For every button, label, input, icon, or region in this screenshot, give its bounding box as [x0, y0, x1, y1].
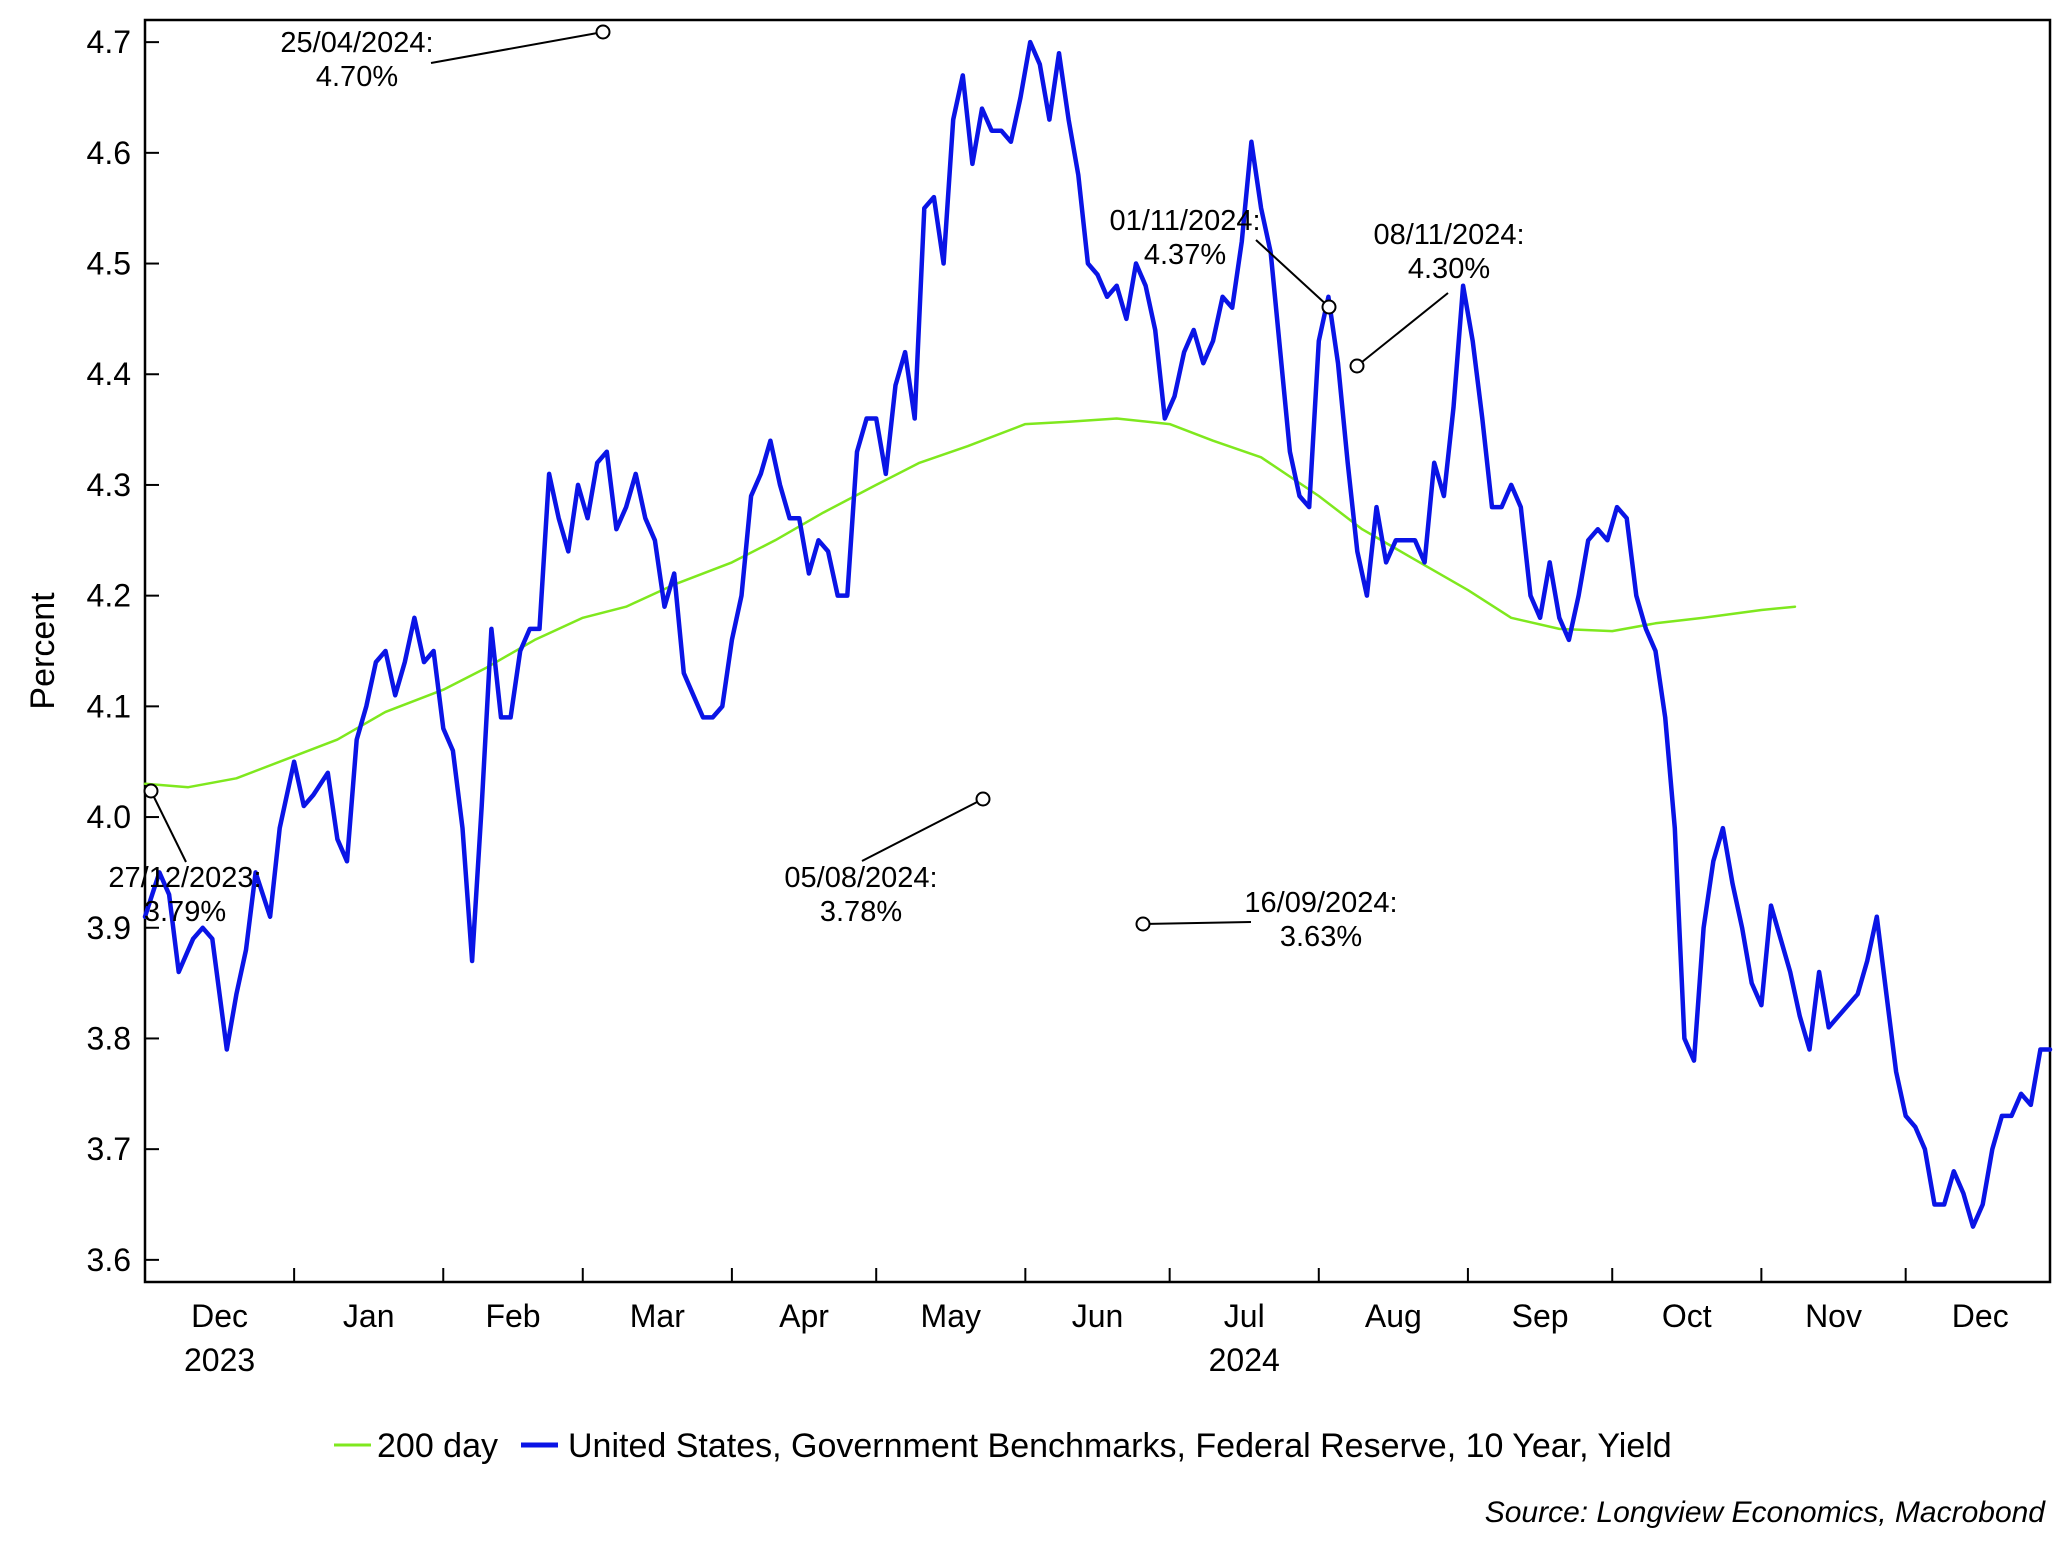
y-tick-label: 4.5 [87, 246, 131, 282]
legend: 200 day United States, Government Benchma… [334, 1427, 1672, 1465]
annotation-leader [150, 790, 187, 863]
annotation-marker [1349, 358, 1365, 374]
annotation-date: 25/04/2024: [280, 27, 433, 59]
annotation-marker [595, 24, 611, 40]
year-label-2023: 2023 [184, 1342, 255, 1378]
x-tick-label: Sep [1512, 1298, 1569, 1334]
legend-label-200-day: 200 day [377, 1427, 498, 1465]
annotation-marker [975, 791, 991, 807]
annotation-leader [1356, 292, 1449, 367]
series-layer [142, 39, 2053, 1229]
annotation-value: 3.79% [144, 896, 226, 928]
y-tick-label: 4.7 [87, 24, 131, 60]
annotation-date: 27/12/2023: [108, 862, 261, 894]
x-tick-label: Nov [1805, 1298, 1862, 1334]
y-tick-label: 4.2 [87, 578, 131, 614]
x-tick-label: Jan [343, 1298, 395, 1334]
annotation-marker [1135, 916, 1151, 932]
y-axis: 3.6 3.7 3.8 3.9 4.0 4.1 4.2 4.3 4.4 4.5 4.6 4.7 [87, 24, 159, 1278]
y-tick-label: 3.8 [87, 1020, 131, 1056]
annotation-leader [861, 798, 984, 862]
x-tick-label: Aug [1365, 1298, 1422, 1334]
annotation-marker [1321, 299, 1337, 315]
x-tick-label: Oct [1662, 1298, 1712, 1334]
annotation-value: 3.78% [820, 896, 902, 928]
annotation-value: 3.63% [1280, 921, 1362, 953]
x-tick-label: Jun [1072, 1298, 1124, 1334]
y-tick-label: 3.9 [87, 910, 131, 946]
y-tick-label: 4.4 [87, 356, 131, 392]
x-axis: Dec Jan Feb Mar Apr May Jun Jul Aug Sep Oct Nov Dec 2… [184, 1268, 2009, 1378]
x-tick-label: Dec [1952, 1298, 2009, 1334]
x-tick-label: Apr [779, 1298, 829, 1334]
y-tick-label: 3.7 [87, 1131, 131, 1167]
annotation-value: 4.37% [1144, 239, 1226, 271]
annotation-leader [1142, 921, 1252, 925]
series-line-us-10y-yield [142, 39, 2053, 1229]
series-line-200-day [143, 417, 1797, 789]
annotation-value: 4.70% [316, 61, 398, 93]
annotation-date: 05/08/2024: [784, 862, 937, 894]
x-tick-label: Jul [1224, 1298, 1265, 1334]
y-axis-title: Percent [24, 592, 62, 710]
source-note: Source: Longview Economics, Macrobond [1485, 1496, 2047, 1529]
y-tick-label: 4.6 [87, 135, 131, 171]
y-tick-label: 4.3 [87, 467, 131, 503]
x-tick-label: Mar [630, 1298, 685, 1334]
annotation-date: 08/11/2024: [1373, 219, 1524, 251]
year-label-2024: 2024 [1209, 1342, 1280, 1378]
annotation-date: 01/11/2024: [1109, 205, 1260, 237]
annotation-marker [143, 783, 159, 799]
annotation-date: 16/09/2024: [1244, 887, 1397, 919]
y-tick-label: 4.0 [87, 799, 131, 835]
y-tick-label: 3.6 [87, 1242, 131, 1278]
annotation-leader [1255, 239, 1330, 308]
legend-label-us-10y-yield: United States, Government Benchmarks, Fe… [568, 1427, 1672, 1465]
annotation-leader [430, 31, 604, 64]
x-tick-label: Feb [485, 1298, 540, 1334]
y-tick-label: 4.1 [87, 688, 131, 724]
annotation-value: 4.30% [1408, 253, 1490, 285]
x-tick-label: May [921, 1298, 981, 1334]
annotations: 27/12/2023:3.79% 25/04/2024:4.70% 05/08/20… [108, 24, 1525, 953]
x-tick-label: Dec [191, 1298, 248, 1334]
plot-area-frame [143, 18, 2052, 1284]
